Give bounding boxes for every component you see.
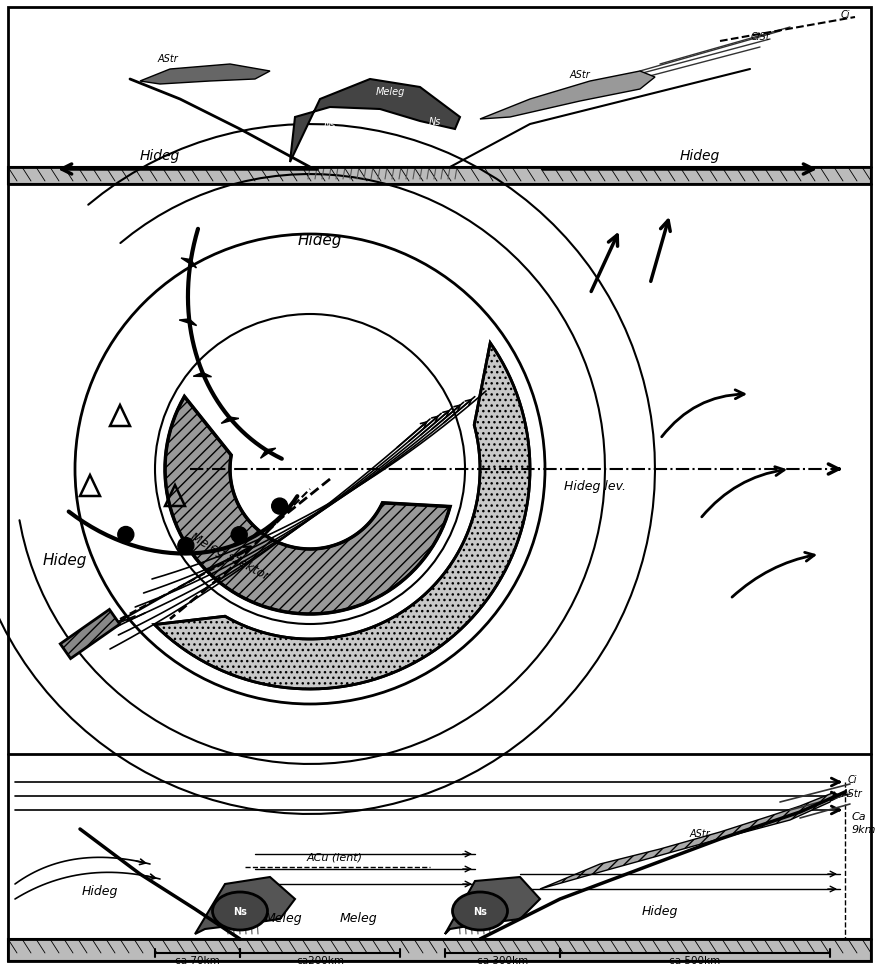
- Text: Ns: Ns: [233, 906, 247, 916]
- Polygon shape: [195, 877, 295, 934]
- Text: Hideg: Hideg: [298, 233, 342, 248]
- Polygon shape: [181, 259, 196, 268]
- Text: ca200km: ca200km: [296, 955, 343, 965]
- Text: Meleg: Meleg: [339, 911, 377, 924]
- Polygon shape: [444, 877, 539, 934]
- Ellipse shape: [452, 892, 507, 930]
- Bar: [8, 195, 870, 754]
- Text: ca 500km: ca 500km: [669, 955, 720, 965]
- Circle shape: [271, 499, 287, 515]
- Text: Meleg szektor: Meleg szektor: [188, 530, 271, 582]
- Text: Ca: Ca: [851, 811, 866, 821]
- Text: Meleg: Meleg: [264, 911, 301, 924]
- Text: Hideg: Hideg: [82, 884, 118, 897]
- Bar: [8, 168, 870, 185]
- Text: Ci: Ci: [839, 10, 849, 20]
- Ellipse shape: [212, 892, 267, 930]
- Text: Hideg: Hideg: [679, 149, 719, 163]
- Polygon shape: [539, 793, 834, 890]
- Polygon shape: [193, 373, 212, 377]
- Text: AStr: AStr: [157, 54, 178, 64]
- Polygon shape: [140, 65, 270, 85]
- Text: CiSt: CiSt: [749, 32, 769, 42]
- Text: Ns: Ns: [323, 120, 335, 130]
- Text: 9km: 9km: [851, 825, 875, 834]
- Text: Hideg: Hideg: [140, 149, 180, 163]
- Polygon shape: [479, 72, 654, 120]
- Text: AStr: AStr: [569, 70, 590, 79]
- Circle shape: [177, 538, 194, 554]
- Circle shape: [118, 527, 133, 543]
- Polygon shape: [221, 418, 239, 423]
- Text: Ns: Ns: [472, 906, 486, 916]
- Text: ca 70km: ca 70km: [175, 955, 220, 965]
- Text: Hideg lev.: Hideg lev.: [564, 480, 625, 492]
- Text: Ci: Ci: [847, 774, 857, 784]
- Text: Hideg: Hideg: [641, 904, 678, 917]
- Polygon shape: [155, 343, 529, 689]
- Polygon shape: [260, 449, 276, 458]
- Bar: [8, 939, 870, 961]
- Polygon shape: [290, 79, 459, 163]
- Text: AStr: AStr: [689, 828, 709, 838]
- Text: AStr: AStr: [841, 788, 862, 798]
- Polygon shape: [179, 320, 197, 327]
- Circle shape: [231, 527, 247, 544]
- Text: Hideg: Hideg: [43, 552, 87, 568]
- Text: Meleg: Meleg: [375, 87, 404, 97]
- Text: Ns: Ns: [428, 117, 441, 127]
- Text: ca 300km: ca 300km: [477, 955, 528, 965]
- Polygon shape: [165, 397, 450, 614]
- Bar: [61, 610, 119, 659]
- Text: ACu (lent): ACu (lent): [306, 852, 363, 862]
